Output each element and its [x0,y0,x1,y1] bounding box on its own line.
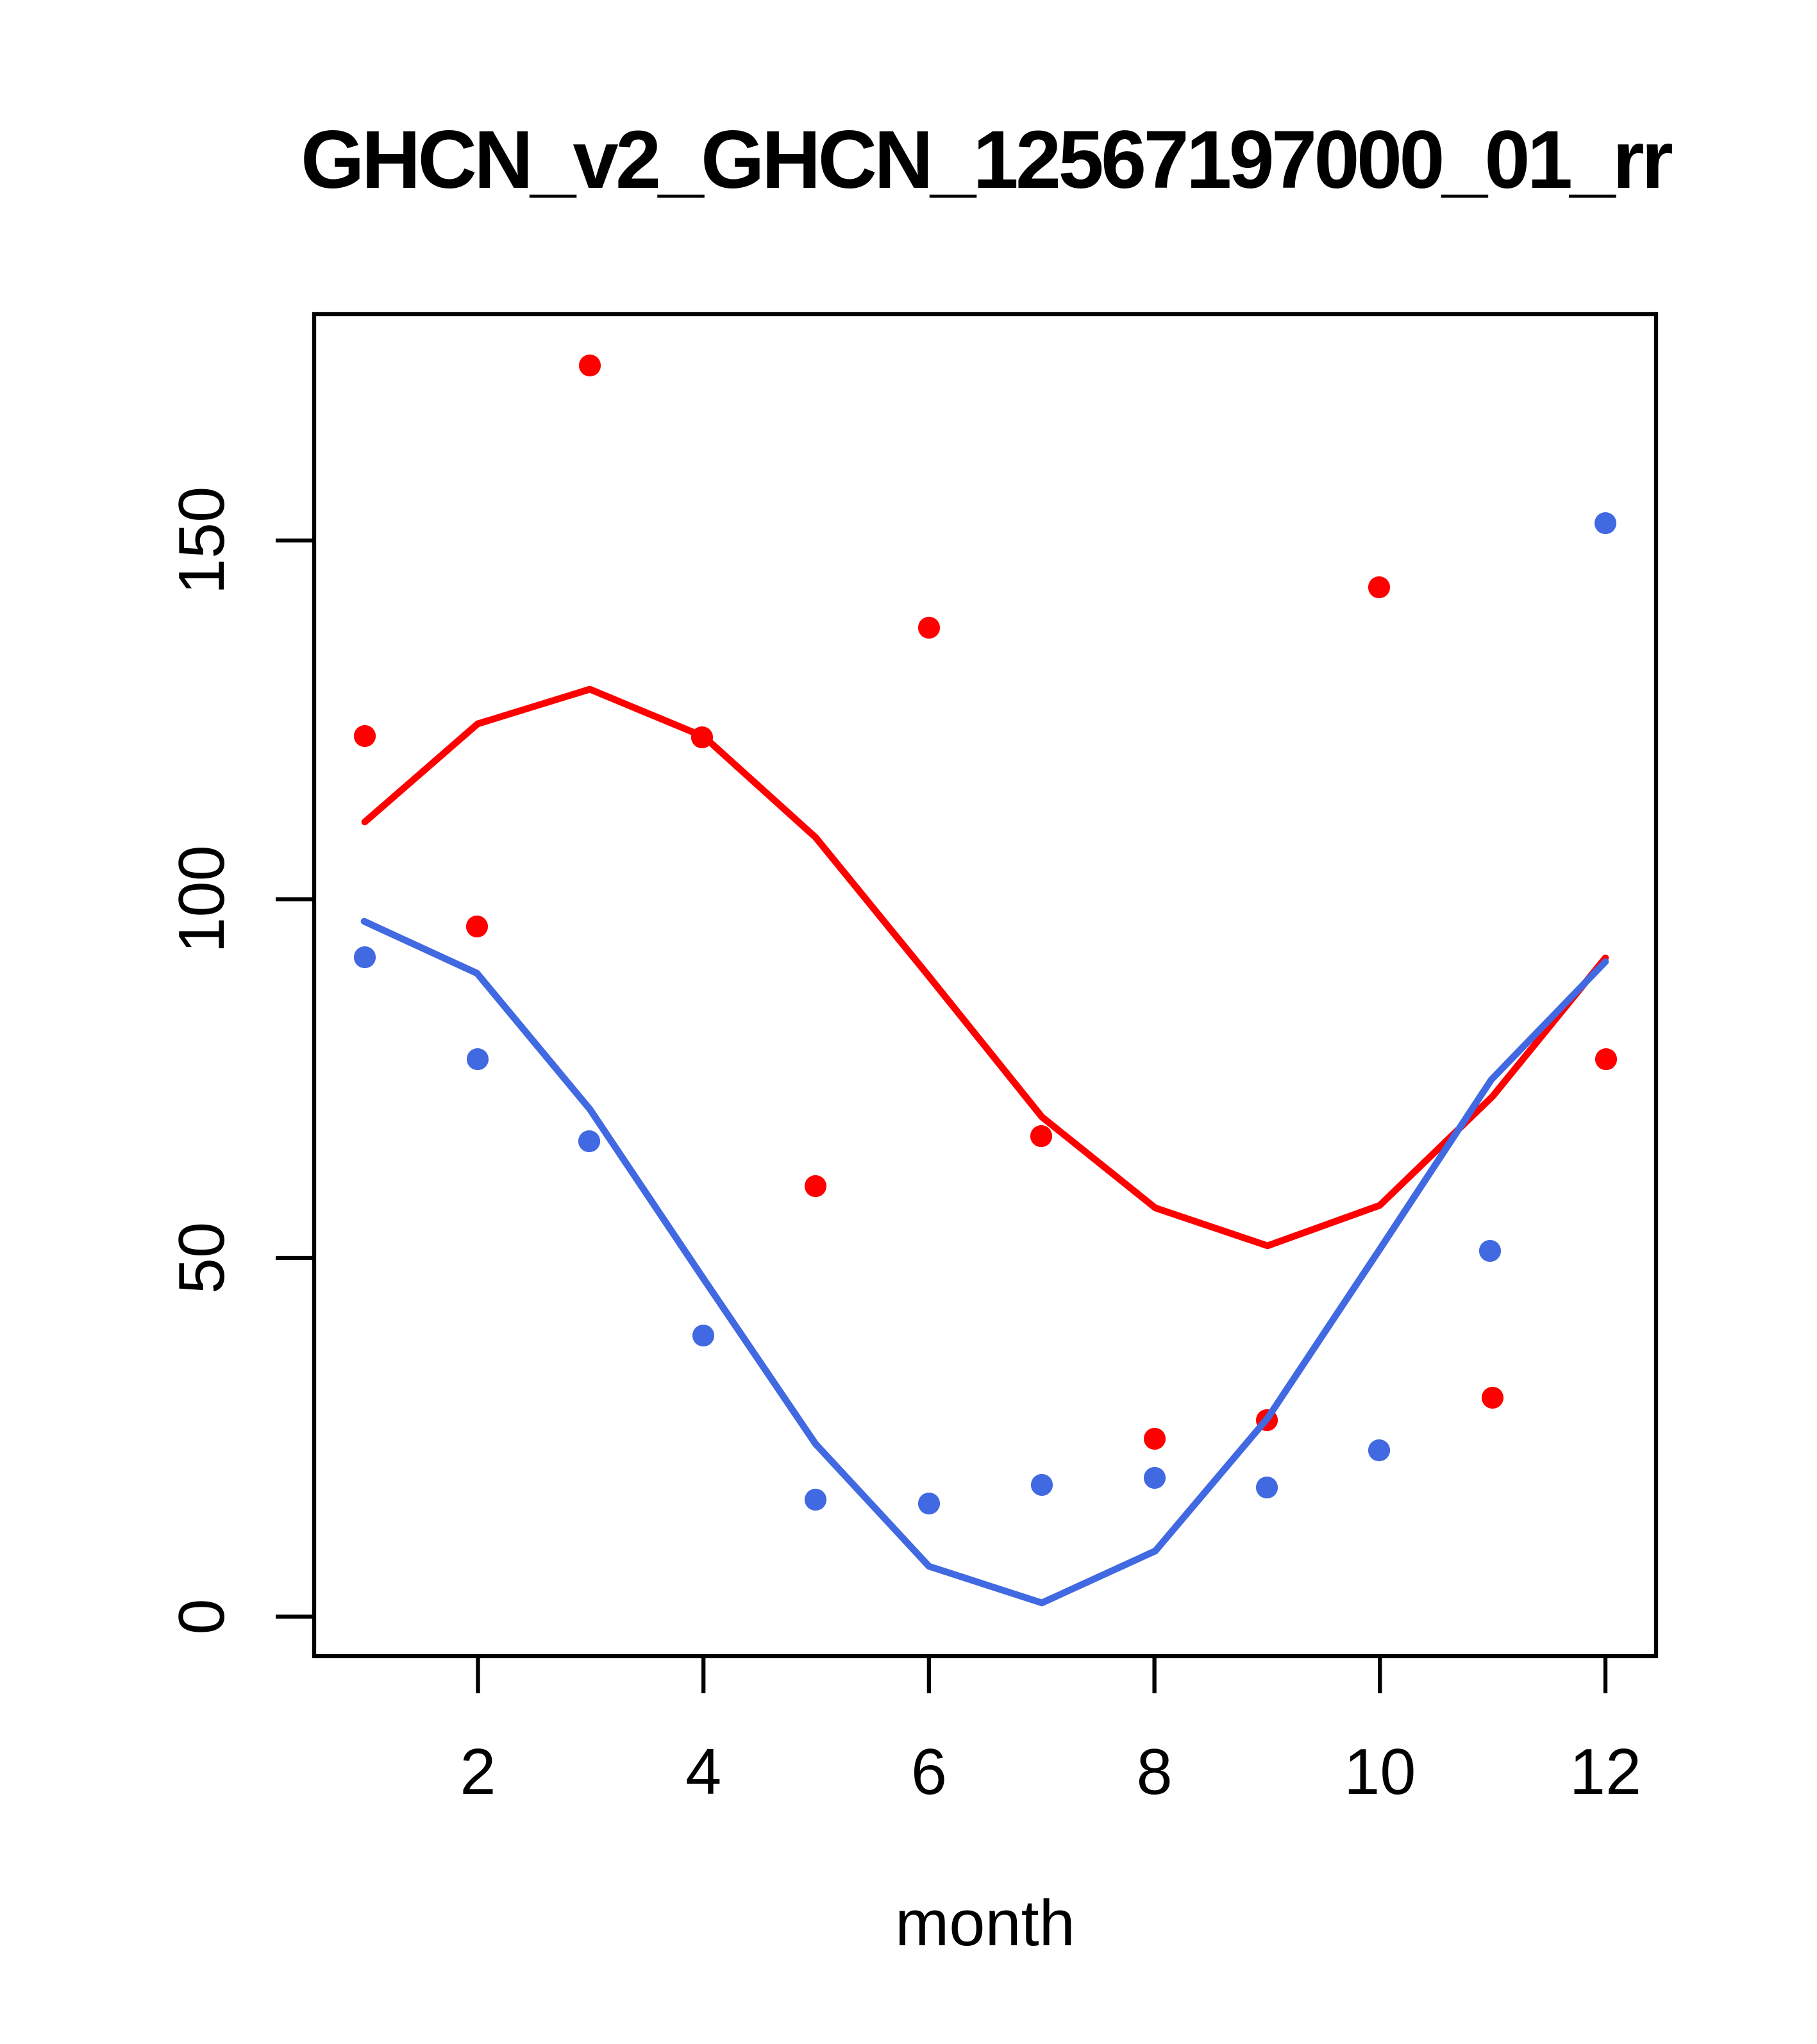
svg-text:8: 8 [1137,1736,1173,1808]
svg-text:50: 50 [166,1222,238,1294]
svg-text:12: 12 [1570,1736,1641,1808]
svg-text:4: 4 [685,1736,721,1808]
svg-text:2: 2 [460,1736,496,1808]
svg-text:GHCN_v2_GHCN_12567197000_01_rr: GHCN_v2_GHCN_12567197000_01_rr [301,114,1672,206]
svg-text:0: 0 [166,1598,238,1634]
svg-text:10: 10 [1344,1736,1416,1808]
svg-text:150: 150 [166,487,238,595]
svg-text:6: 6 [911,1736,947,1808]
svg-text:100: 100 [166,845,238,953]
svg-text:month: month [895,1888,1075,1959]
